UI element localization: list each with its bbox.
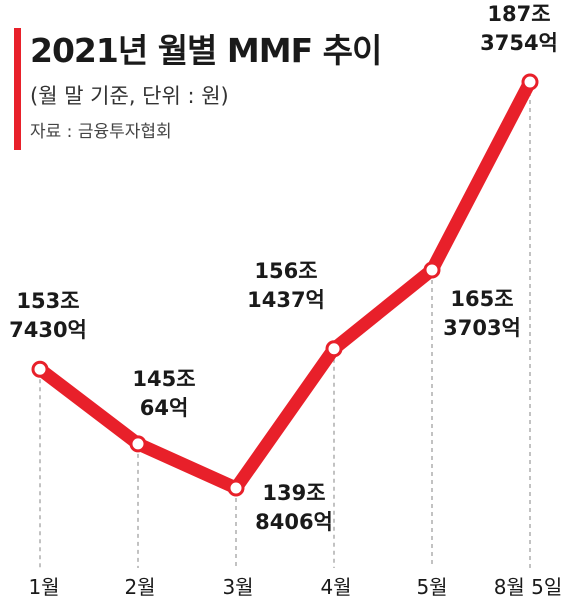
chart-source: 자료 : 금융투자협회 — [30, 122, 172, 142]
data-label-5-line-2: 3703억 — [443, 316, 521, 340]
x-tick-label-2: 2월 — [124, 575, 155, 599]
chart-title: 2021년 월별 MMF 추이 — [30, 31, 382, 70]
data-label-1-line-2: 7430억 — [9, 318, 87, 342]
data-label-2-line-1: 145조 — [132, 367, 195, 391]
data-point-3 — [227, 479, 245, 497]
x-tick-label-3: 3월 — [222, 575, 253, 599]
series-line — [33, 75, 537, 495]
data-point-4 — [325, 340, 343, 358]
data-label-2-line-2: 64억 — [140, 396, 189, 420]
data-point-6 — [521, 73, 539, 91]
data-label-4-line-1: 156조 — [254, 259, 317, 283]
data-label-1-line-1: 153조 — [16, 289, 79, 313]
chart-subtitle: (월 말 기준, 단위 : 원) — [30, 84, 229, 108]
data-label-5-line-1: 165조 — [450, 287, 513, 311]
x-tick-label-5: 5월 — [416, 575, 447, 599]
x-tick-label-6: 8월 5일 — [494, 575, 563, 599]
data-label-3-line-2: 8406억 — [255, 510, 333, 534]
data-point-1 — [31, 360, 49, 378]
title-accent-bar — [14, 28, 21, 150]
data-label-3-line-1: 139조 — [262, 481, 325, 505]
data-point-2 — [129, 435, 147, 453]
x-tick-label-1: 1월 — [28, 575, 59, 599]
data-label-6-line-1: 187조 — [487, 2, 550, 26]
data-label-4-line-2: 1437억 — [247, 288, 325, 312]
data-label-6-line-2: 3754억 — [480, 31, 558, 55]
data-point-5 — [423, 261, 441, 279]
x-tick-label-4: 4월 — [320, 575, 351, 599]
